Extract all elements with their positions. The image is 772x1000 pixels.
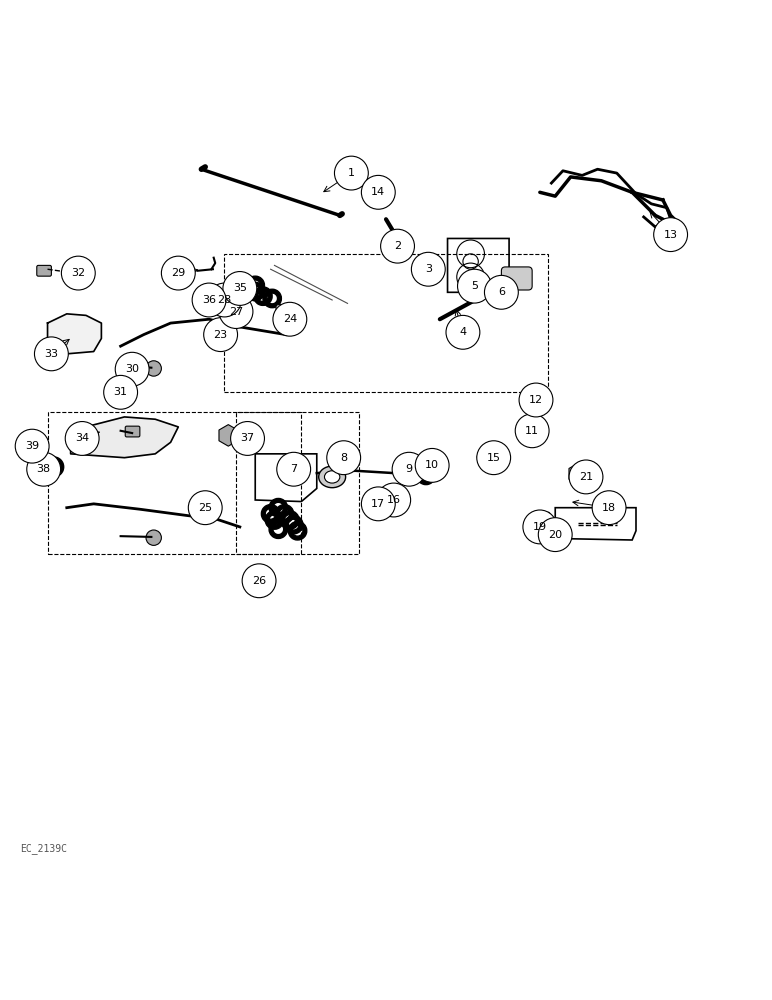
Text: 15: 15 (486, 453, 501, 463)
Text: EC_2139C: EC_2139C (21, 843, 68, 854)
Text: 5: 5 (471, 281, 478, 291)
Circle shape (377, 483, 411, 517)
Text: 4: 4 (459, 327, 466, 337)
Text: 25: 25 (198, 503, 212, 513)
FancyBboxPatch shape (546, 528, 560, 538)
Text: 20: 20 (548, 530, 562, 540)
Circle shape (654, 218, 688, 252)
Circle shape (446, 315, 480, 349)
Text: 26: 26 (252, 576, 266, 586)
Text: 34: 34 (75, 433, 90, 443)
Circle shape (515, 414, 549, 448)
Circle shape (458, 269, 492, 303)
Bar (225, 254, 547, 392)
Circle shape (192, 283, 226, 317)
Text: 19: 19 (533, 522, 547, 532)
Bar (48, 412, 301, 554)
Circle shape (569, 460, 603, 494)
Text: 2: 2 (394, 241, 401, 251)
FancyBboxPatch shape (501, 267, 532, 290)
Text: 23: 23 (214, 330, 228, 340)
Text: 35: 35 (233, 283, 247, 293)
Circle shape (161, 256, 195, 290)
Text: 14: 14 (371, 187, 385, 197)
Ellipse shape (319, 466, 346, 488)
Text: 30: 30 (125, 364, 139, 374)
Circle shape (361, 175, 395, 209)
Circle shape (223, 272, 257, 305)
FancyBboxPatch shape (276, 305, 300, 320)
Text: 11: 11 (525, 426, 539, 436)
Text: 31: 31 (113, 387, 127, 397)
Circle shape (208, 283, 242, 317)
Circle shape (35, 337, 68, 371)
Circle shape (538, 518, 572, 552)
Text: 8: 8 (340, 453, 347, 463)
Text: 29: 29 (171, 268, 185, 278)
Text: 9: 9 (405, 464, 413, 474)
Polygon shape (70, 417, 178, 458)
Circle shape (27, 452, 61, 486)
Text: 12: 12 (529, 395, 543, 405)
Circle shape (115, 352, 149, 386)
Text: 38: 38 (36, 464, 51, 474)
Circle shape (519, 383, 553, 417)
Circle shape (231, 422, 265, 455)
Circle shape (277, 452, 310, 486)
Text: 39: 39 (25, 441, 39, 451)
Circle shape (103, 375, 137, 409)
Circle shape (273, 302, 306, 336)
Text: 37: 37 (240, 433, 255, 443)
Circle shape (381, 229, 415, 263)
Circle shape (188, 491, 222, 525)
Text: 7: 7 (290, 464, 297, 474)
Circle shape (592, 491, 626, 525)
Circle shape (477, 441, 510, 475)
Circle shape (146, 361, 161, 376)
Text: 27: 27 (229, 307, 243, 317)
Text: 32: 32 (71, 268, 86, 278)
Text: 24: 24 (283, 314, 297, 324)
Circle shape (219, 295, 253, 328)
Text: 36: 36 (202, 295, 216, 305)
Circle shape (392, 452, 426, 486)
Circle shape (361, 487, 395, 521)
Ellipse shape (324, 471, 340, 483)
Text: 28: 28 (218, 295, 232, 305)
Circle shape (485, 275, 518, 309)
Text: 3: 3 (425, 264, 432, 274)
Circle shape (415, 448, 449, 482)
Text: 16: 16 (387, 495, 401, 505)
Polygon shape (48, 314, 101, 354)
Circle shape (327, 441, 361, 475)
FancyBboxPatch shape (125, 426, 140, 437)
Text: 10: 10 (425, 460, 439, 470)
Circle shape (204, 318, 238, 352)
Circle shape (66, 422, 99, 455)
Text: 6: 6 (498, 287, 505, 297)
Text: 33: 33 (44, 349, 59, 359)
Circle shape (523, 510, 557, 544)
Bar (236, 412, 359, 554)
Circle shape (411, 252, 445, 286)
Circle shape (242, 564, 276, 598)
Text: 17: 17 (371, 499, 385, 509)
Circle shape (146, 530, 161, 545)
Text: 1: 1 (348, 168, 355, 178)
FancyBboxPatch shape (533, 512, 550, 525)
Circle shape (62, 256, 95, 290)
Text: 18: 18 (602, 503, 616, 513)
Circle shape (334, 156, 368, 190)
Text: 21: 21 (579, 472, 593, 482)
Circle shape (15, 429, 49, 463)
Text: 13: 13 (664, 230, 678, 240)
Ellipse shape (369, 188, 388, 204)
FancyBboxPatch shape (37, 265, 52, 276)
